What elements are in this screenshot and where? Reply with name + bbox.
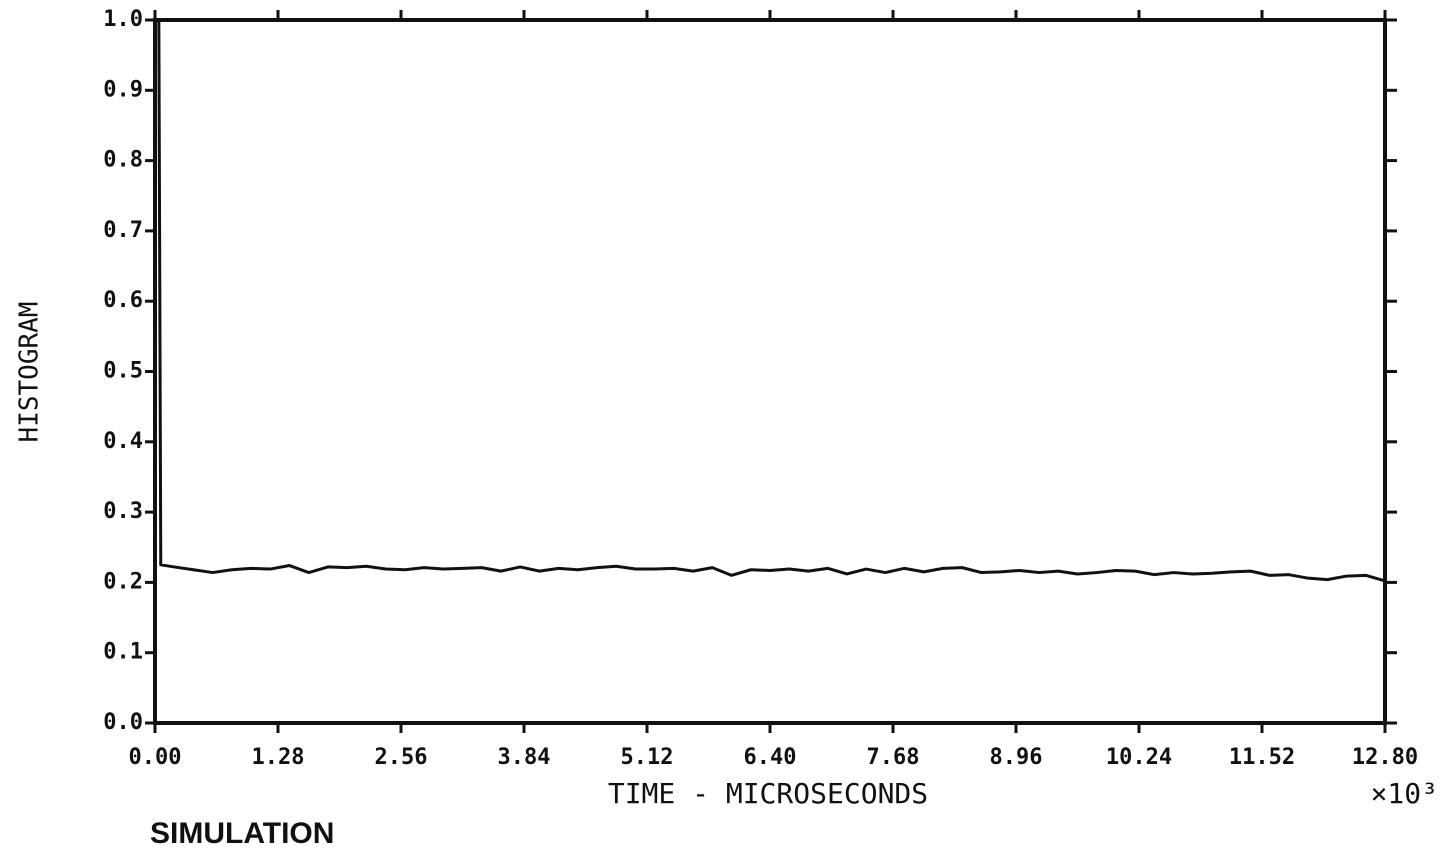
x-tick-label: 2.56 [375,745,428,770]
y-tick-label: 0.9 [103,77,143,102]
x-tick-label: 5.12 [621,745,674,770]
y-tick-label: 0.0 [103,710,143,735]
x-tick-label: 12.80 [1352,745,1418,770]
y-tick-label: 0.5 [103,359,143,384]
x-tick-label: 10.24 [1106,745,1172,770]
y-tick-label: 0.2 [103,569,143,594]
y-tick-label: 0.3 [103,499,143,524]
x-tick-label: 6.40 [744,745,797,770]
y-tick-label: 0.1 [103,640,143,665]
y-tick-label: 0.4 [103,429,143,454]
x-tick-label: 11.52 [1229,745,1295,770]
y-tick-label: 0.7 [103,218,143,243]
x-axis-label: TIME - MICROSECONDS [608,777,928,810]
y-axis-label: HISTOGRAM [15,302,45,443]
data-line [155,18,1386,583]
y-tick-label: 1.0 [103,7,143,32]
x-tick-label: 8.96 [990,745,1043,770]
caption: SIMULATION [150,817,334,850]
y-tick-label: 0.6 [103,288,143,313]
plot-frame [153,18,1387,725]
x-tick-label: 3.84 [498,745,551,770]
x-tick-label: 7.68 [867,745,920,770]
x-tick-label: 0.00 [129,745,182,770]
y-tick-label: 0.8 [103,148,143,173]
x-multiplier: ×10³ [1371,777,1438,810]
x-tick-label: 1.28 [252,745,305,770]
